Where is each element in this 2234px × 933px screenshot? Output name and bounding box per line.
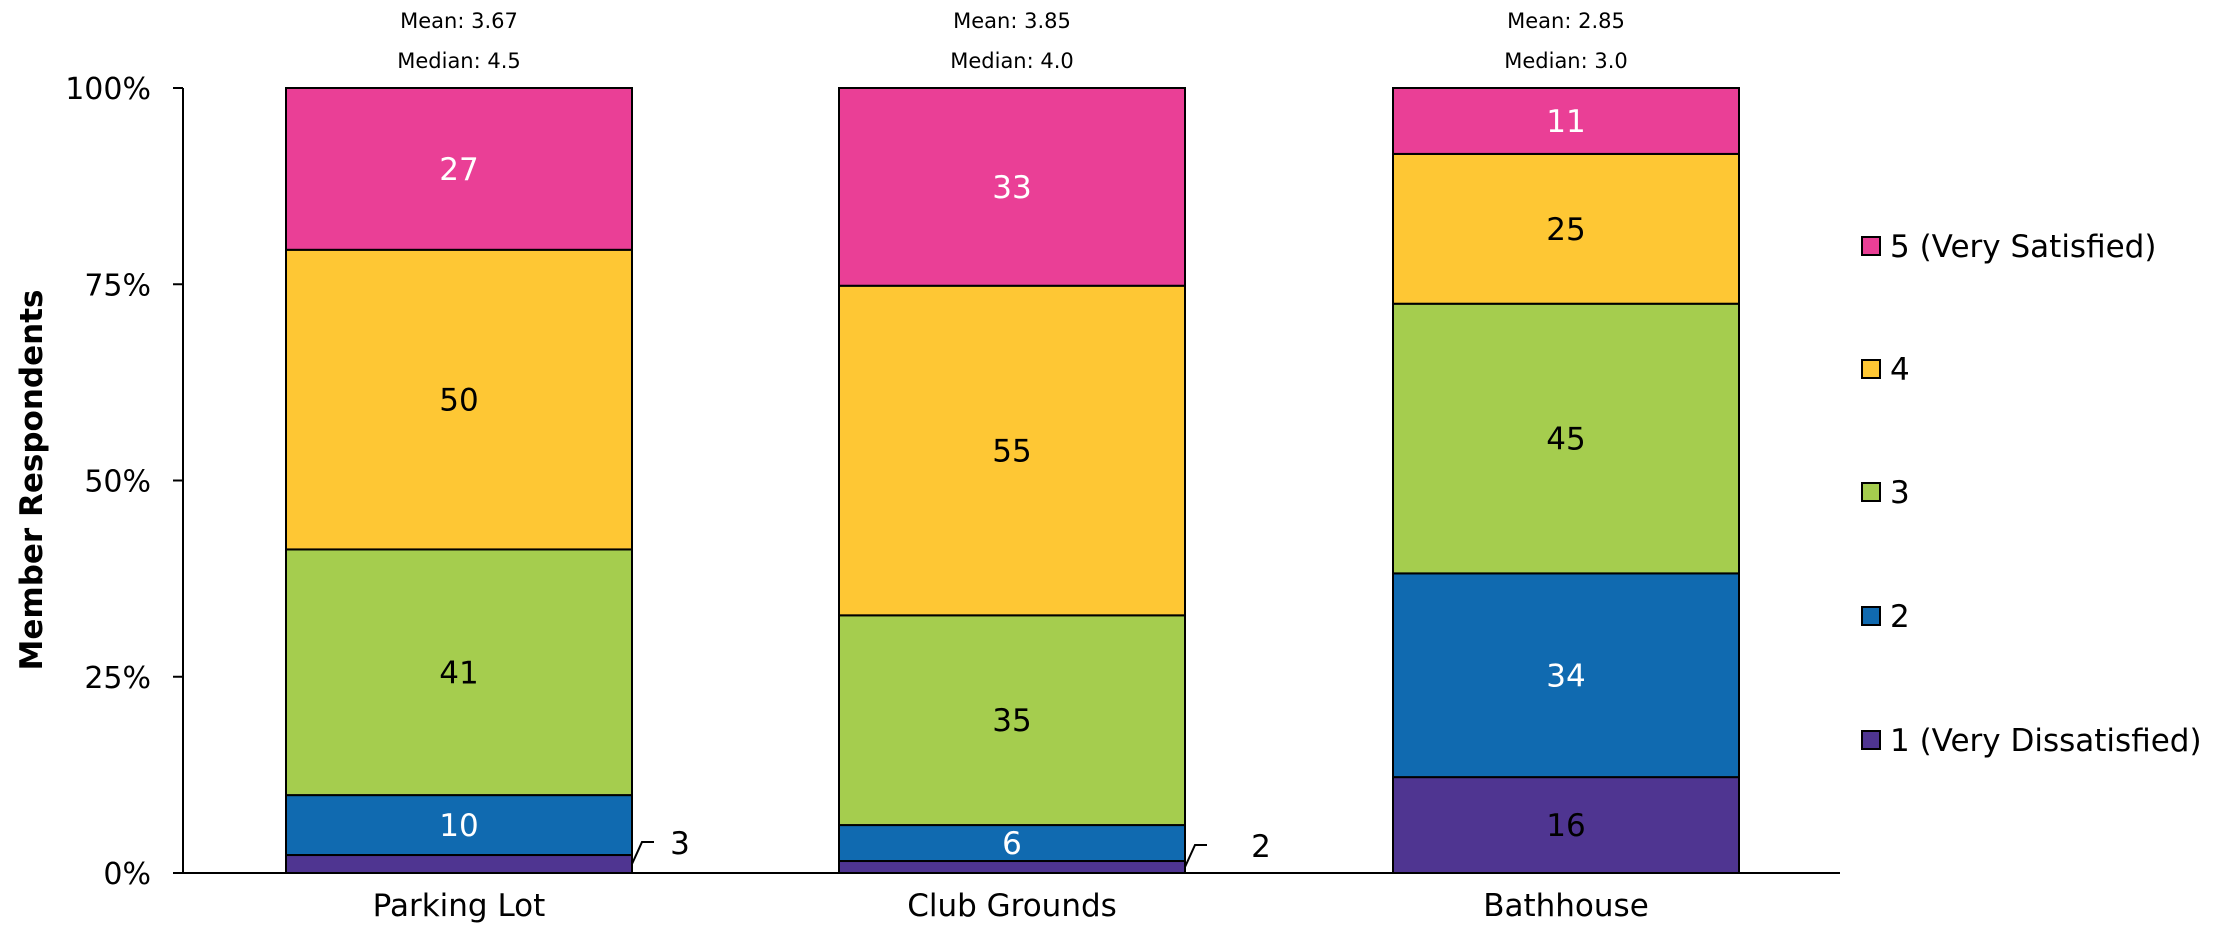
data-label: 11	[1546, 104, 1585, 140]
bar-segment	[838, 614, 1186, 827]
bar-segment	[285, 548, 633, 797]
legend-swatch	[1861, 730, 1881, 750]
bar-segment	[838, 860, 1186, 874]
data-label: 34	[1546, 658, 1585, 694]
legend-item: 3	[1861, 475, 1910, 511]
data-label: 55	[992, 434, 1031, 470]
data-label: 50	[439, 383, 478, 419]
data-label: 2	[1251, 829, 1271, 865]
leader-line	[1184, 844, 1207, 868]
y-tick-label: 25%	[84, 661, 151, 696]
bar-group: 2 6 35 55 33 Mean: 3.85 Median: 4.0 Club Ground…	[838, 9, 1271, 924]
legend-label: 2	[1890, 599, 1910, 635]
bar-segment	[838, 824, 1186, 863]
legend-item: 1 (Very Dissatisfied)	[1861, 723, 2202, 759]
y-tick-label: 50%	[84, 465, 151, 500]
median-label: Median: 4.0	[950, 49, 1074, 73]
bar-segment	[1392, 776, 1740, 874]
legend-item: 2	[1861, 599, 1910, 635]
mean-label: Mean: 3.67	[400, 9, 518, 33]
chart-legend: 5 (Very Satisfied) 4 3 2 1 (Very Dissatisfie…	[1861, 229, 2202, 759]
y-tick-label: 75%	[84, 268, 151, 303]
data-label: 33	[992, 170, 1031, 206]
y-axis-label: Member Respondents	[14, 290, 50, 671]
x-tick-label: Club Grounds	[907, 888, 1117, 924]
legend-label: 1 (Very Dissatisfied)	[1890, 723, 2202, 759]
x-tick-label: Bathhouse	[1483, 888, 1649, 924]
bar-segment	[285, 248, 633, 551]
legend-item: 5 (Very Satisfied)	[1861, 229, 2156, 265]
data-label: 16	[1546, 808, 1585, 844]
mean-label: Mean: 2.85	[1507, 9, 1625, 33]
legend-item: 4	[1861, 352, 1910, 388]
leader-line	[631, 841, 654, 865]
y-tick-label: 0%	[103, 857, 151, 892]
bar-segment	[285, 854, 633, 874]
legend-swatch	[1861, 606, 1881, 626]
bar-group: 3 10 41 50 27 Mean: 3.67 Median: 4.5 Parking Lo…	[285, 9, 690, 924]
median-label: Median: 4.5	[397, 49, 521, 73]
legend-swatch	[1861, 236, 1881, 256]
data-label: 41	[439, 655, 478, 691]
bar-segment	[1392, 87, 1740, 155]
bar-group: 16 34 45 25 11 Mean: 2.85 Median: 3.0 Bathhouse	[1392, 9, 1740, 924]
data-label: 27	[439, 152, 478, 188]
legend-label: 4	[1890, 352, 1910, 388]
bar-segment	[1392, 302, 1740, 575]
legend-label: 3	[1890, 475, 1910, 511]
data-label: 25	[1546, 212, 1585, 248]
bar-segment	[838, 284, 1186, 617]
bar-segment	[285, 794, 633, 857]
data-label: 35	[992, 703, 1031, 739]
x-tick-label: Parking Lot	[373, 888, 546, 924]
data-label: 45	[1546, 422, 1585, 458]
bar-segment	[285, 87, 633, 251]
data-label: 3	[670, 826, 690, 862]
chart-bars: 3 10 41 50 27 Mean: 3.67 Median: 4.5 Parking Lo…	[285, 9, 1740, 924]
bar-segment	[1392, 152, 1740, 305]
y-tick-label: 100%	[65, 72, 151, 107]
data-label: 10	[439, 808, 478, 844]
legend-swatch	[1861, 359, 1881, 379]
mean-label: Mean: 3.85	[953, 9, 1071, 33]
bar-segment	[838, 87, 1186, 287]
legend-swatch	[1861, 482, 1881, 502]
legend-label: 5 (Very Satisfied)	[1890, 229, 2156, 265]
median-label: Median: 3.0	[1504, 49, 1628, 73]
data-label: 6	[1002, 826, 1022, 862]
bar-segment	[1392, 572, 1740, 779]
